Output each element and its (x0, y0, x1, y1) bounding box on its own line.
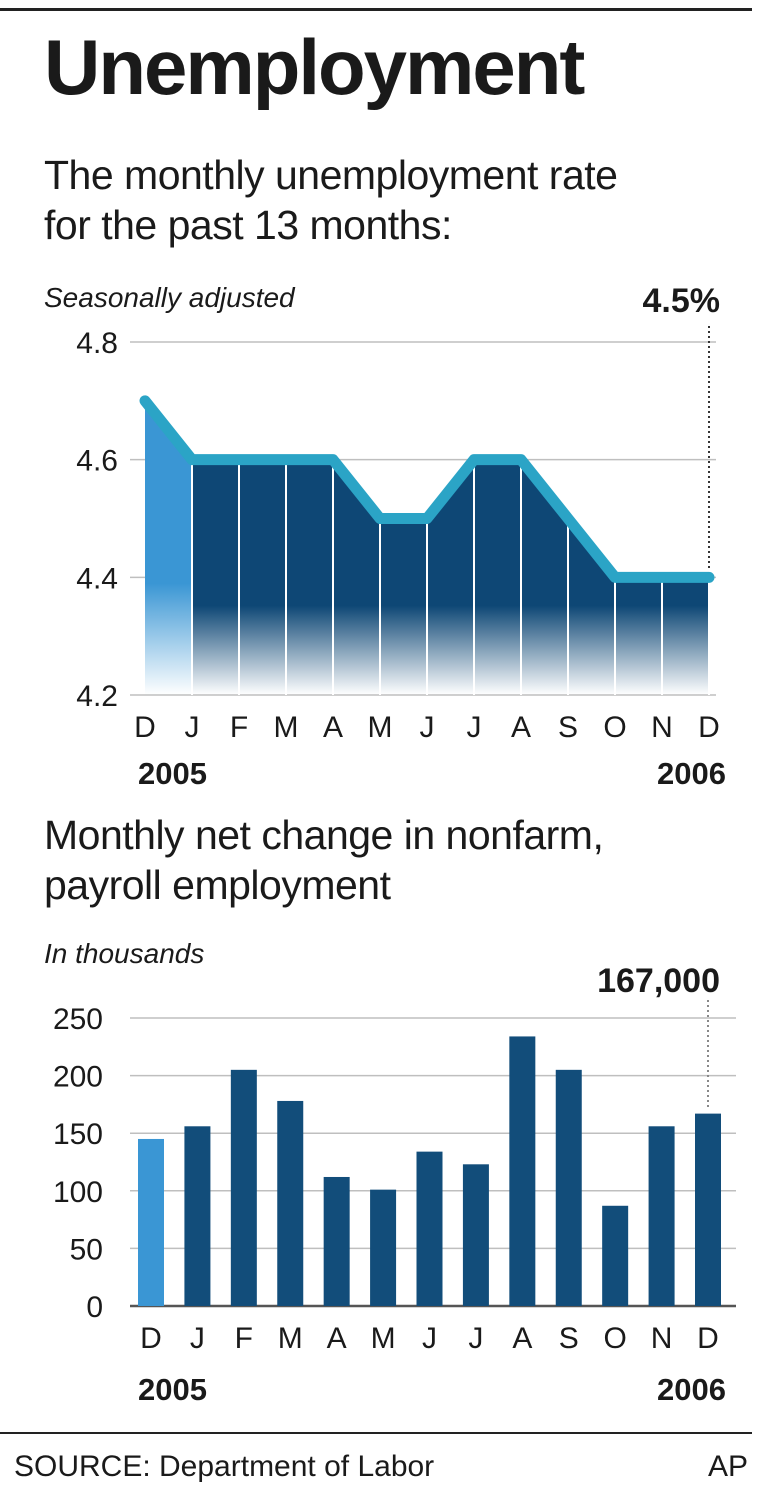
top-rule (0, 8, 752, 11)
line-chart-ytick-label: 4.8 (76, 327, 118, 360)
line-chart-point (235, 455, 243, 464)
bar-chart-bar (370, 1189, 397, 1306)
line-chart-area-first (145, 400, 192, 695)
bar-chart-year-start: 2005 (138, 1372, 207, 1407)
bar-chart-bar (230, 1069, 257, 1306)
bar-chart-bar (416, 1151, 443, 1306)
line-chart-ytick-label: 4.6 (76, 445, 118, 478)
bar-chart-ytick-label: 200 (53, 1061, 103, 1094)
line-chart-point (376, 514, 384, 523)
line-chart-point (611, 573, 619, 582)
line-chart-subtitle: The monthly unemployment rate for the pa… (44, 152, 618, 248)
bar-chart-xtick-label: A (512, 1322, 532, 1355)
line-chart-point (705, 573, 713, 582)
bar-chart-ytick-label: 100 (53, 1176, 103, 1209)
bar-chart-ytick-label: 0 (86, 1291, 103, 1324)
bar-chart-ytick-label: 50 (70, 1233, 103, 1266)
bar-chart-bar (462, 1164, 489, 1306)
bar-chart-xtick-label: M (278, 1322, 303, 1355)
line-chart-xtick-label: N (651, 711, 673, 744)
bar-chart-bar (138, 1138, 164, 1306)
line-chart-area (192, 459, 709, 695)
line-chart-xtick-label: F (230, 711, 248, 744)
bar-chart-xtick-label: J (190, 1322, 205, 1355)
page-title: Unemployment (44, 23, 585, 111)
bar-chart-xtick-label: F (235, 1322, 253, 1355)
line-chart-year-end: 2006 (657, 756, 726, 791)
bar-chart-bar (695, 1113, 721, 1306)
bar-chart-xtick-label: D (697, 1322, 719, 1355)
line-chart-note: Seasonally adjusted (44, 282, 295, 313)
bar-chart-callout: 167,000 (597, 962, 720, 1000)
bar-chart-xtick-label: S (559, 1322, 579, 1355)
line-chart-point (470, 455, 478, 464)
line-chart-xtick-label: M (368, 711, 393, 744)
bar-chart-note: In thousands (44, 938, 205, 969)
line-chart-year-start: 2005 (138, 756, 207, 791)
bar-chart-bar (648, 1126, 675, 1306)
bar-chart-xtick-label: J (422, 1322, 437, 1355)
line-chart-xtick-label: O (603, 711, 626, 744)
bar-chart-bar (184, 1126, 211, 1306)
source-text: SOURCE: Department of Labor (14, 1450, 435, 1483)
line-chart-xtick-label: J (467, 711, 482, 744)
line-chart-ytick-label: 4.2 (76, 680, 118, 713)
line-chart-point (141, 396, 149, 405)
bar-chart-bar (277, 1100, 304, 1306)
bar-chart-bar (602, 1205, 629, 1306)
bar-chart-ytick-label: 250 (53, 1003, 103, 1036)
line-chart-ytick-label: 4.4 (76, 562, 118, 595)
line-chart-xtick-label: J (420, 711, 435, 744)
bar-chart-xtick-label: O (603, 1322, 626, 1355)
line-chart-point (564, 514, 572, 523)
line-chart-xtick-label: D (134, 711, 156, 744)
line-chart-xtick-label: D (698, 711, 720, 744)
line-chart-xtick-label: A (323, 711, 343, 744)
bar-chart-xtick-label: A (327, 1322, 347, 1355)
line-chart-point (329, 455, 337, 464)
bar-chart-xtick-label: N (651, 1322, 673, 1355)
line-chart-point (282, 455, 290, 464)
bar-chart-xtick-label: M (371, 1322, 396, 1355)
bar-chart-xtick-label: J (468, 1322, 483, 1355)
bar-chart-bar (509, 1036, 536, 1306)
line-chart-callout: 4.5% (642, 282, 721, 320)
line-chart-xtick-label: S (558, 711, 578, 744)
line-chart-point (517, 455, 525, 464)
bar-chart-subtitle: Monthly net change in nonfarm, payroll e… (44, 812, 604, 908)
line-chart-xtick-label: M (274, 711, 299, 744)
line-chart-xtick-label: J (185, 711, 200, 744)
bar-chart-bar (323, 1176, 350, 1306)
credit-text: AP (707, 1450, 748, 1483)
bar-chart-ytick-label: 150 (53, 1118, 103, 1151)
line-chart-point (423, 514, 431, 523)
bar-chart-xtick-label: D (140, 1322, 162, 1355)
bar-chart-year-end: 2006 (657, 1372, 726, 1407)
line-chart-point (188, 455, 196, 464)
line-chart-xtick-label: A (511, 711, 531, 744)
bottom-rule (0, 1432, 752, 1434)
line-chart-point (658, 573, 666, 582)
bar-chart-bar (555, 1069, 582, 1306)
